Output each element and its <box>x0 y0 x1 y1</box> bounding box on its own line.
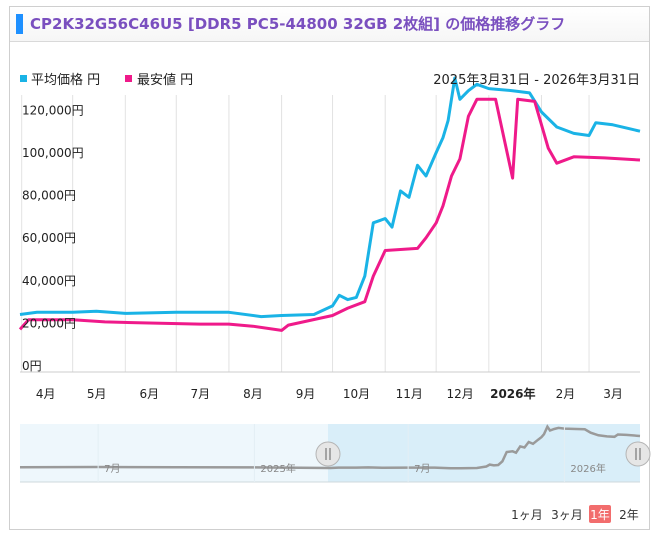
y-tick-label: 100,000円 <box>22 146 84 160</box>
navigator-series-line <box>19 424 641 470</box>
x-tick-label: 2月 <box>556 387 576 401</box>
range-button-label[interactable]: 2年 <box>619 508 639 522</box>
navigator-tick-label: 2026年 <box>570 462 605 475</box>
x-tick-label: 5月 <box>87 387 107 401</box>
range-button-label[interactable]: 1年 <box>590 508 610 522</box>
x-tick-label: 10月 <box>343 387 370 401</box>
chart-header: CP2K32G56C46U5 [DDR5 PC5-44800 32GB 2枚組]… <box>10 7 649 42</box>
navigator-tick-label: 7月 <box>414 463 430 475</box>
date-range-label: 2025年3月31日 - 2026年3月31日 <box>433 73 640 88</box>
x-tick-label: 6月 <box>139 387 159 401</box>
range-button[interactable]: 2年 <box>619 508 639 522</box>
range-button-label[interactable]: 3ヶ月 <box>551 508 583 522</box>
y-tick-label: 20,000円 <box>22 316 76 330</box>
range-buttons[interactable]: 1ヶ月 3ヶ月 1年 2年 <box>511 505 639 523</box>
y-tick-label: 0円 <box>22 359 42 373</box>
range-button[interactable]: 3ヶ月 <box>551 508 583 522</box>
y-tick-label: 80,000円 <box>22 189 76 203</box>
x-tick-label: 12月 <box>447 387 474 401</box>
navigator-tick-label: 7月 <box>104 463 120 475</box>
legend-min-label[interactable]: 最安値 円 <box>137 72 193 88</box>
series-line-lowest-price <box>18 97 641 332</box>
range-button-label[interactable]: 1ヶ月 <box>511 508 543 522</box>
navigator-selection[interactable] <box>328 424 640 482</box>
x-tick-label: 11月 <box>396 387 423 401</box>
navigator-handle-left[interactable] <box>315 441 341 467</box>
legend-avg-label[interactable]: 平均価格 円 <box>31 72 100 88</box>
chart-series <box>18 76 641 332</box>
x-tick-label: 3月 <box>603 387 623 401</box>
header-accent-bar <box>16 14 23 34</box>
chart-grid <box>20 95 640 373</box>
x-tick-label: 4月 <box>36 387 56 401</box>
x-tick-label: 9月 <box>296 387 316 401</box>
x-tick-label: 2026年 <box>490 386 535 401</box>
navigator-handle-right[interactable] <box>625 441 651 467</box>
range-button[interactable]: 1ヶ月 <box>511 508 543 522</box>
y-tick-label: 40,000円 <box>22 274 76 288</box>
series-line-average-price <box>19 76 641 319</box>
x-axis-ticks: 4月 5月 6月 7月 8月 9月 10月 11月 12月 2026年 2月 3月 <box>36 386 623 401</box>
chart-legend[interactable]: 平均価格 円 最安値 円 <box>20 72 193 88</box>
range-navigator[interactable]: 7月 2025年 7月 2026年 <box>19 424 651 483</box>
y-tick-label: 120,000円 <box>22 103 84 117</box>
navigator-tick-label: 2025年 <box>260 462 295 475</box>
legend-avg-swatch <box>20 75 27 82</box>
x-tick-label: 7月 <box>190 387 210 401</box>
x-tick-label: 8月 <box>243 387 263 401</box>
range-button[interactable]: 1年 <box>589 505 611 523</box>
legend-min-swatch <box>125 75 132 82</box>
y-axis-ticks: 0円 20,000円 40,000円 60,000円 80,000円 100,000円 12… <box>22 103 84 373</box>
y-tick-label: 60,000円 <box>22 231 76 245</box>
page-title: CP2K32G56C46U5 [DDR5 PC5-44800 32GB 2枚組]… <box>30 15 566 33</box>
